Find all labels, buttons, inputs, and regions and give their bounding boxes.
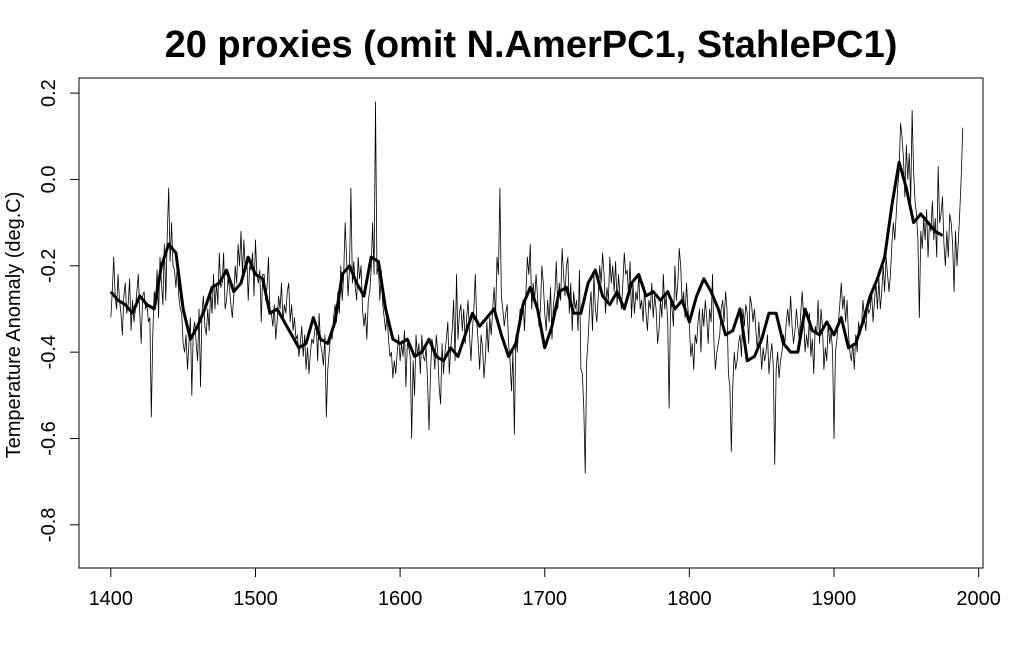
x-tick-label: 1900 [812,588,857,610]
plot-frame [79,78,983,568]
y-axis: -0.8 -0.6 -0.4 -0.2 0.0 0.2 [38,79,79,542]
x-tick-label: 1700 [522,588,567,610]
y-tick-label: -0.4 [38,335,60,369]
chart-title: 20 proxies (omit N.AmerPC1, StahlePC1) [165,24,898,66]
x-tick-label: 1400 [89,588,134,610]
y-tick-label: -0.8 [38,508,60,542]
series-layer [111,102,963,473]
y-tick-label: 0.2 [38,79,60,107]
x-tick-label: 1600 [378,588,423,610]
y-tick-label: -0.2 [38,249,60,283]
y-axis-label: Temperature Anomaly (deg.C) [3,192,25,459]
x-tick-label: 1500 [233,588,278,610]
series-line-smoothed [111,162,943,361]
x-axis: 1400 1500 1600 1700 1800 1900 2000 [89,568,1001,610]
y-tick-label: 0.0 [38,166,60,194]
x-tick-label: 1800 [667,588,712,610]
x-tick-label: 2000 [956,588,1001,610]
y-tick-label: -0.6 [38,421,60,455]
